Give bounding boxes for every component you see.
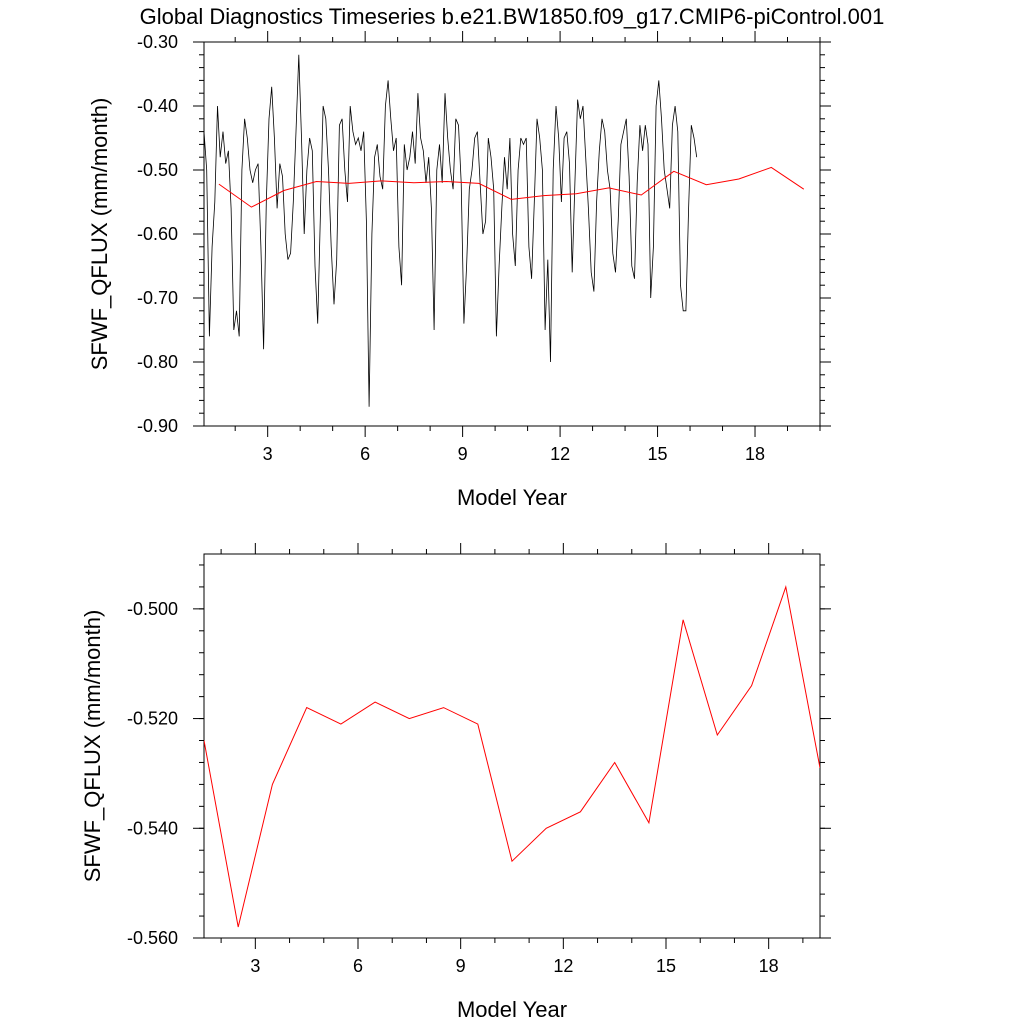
top-y-tick-label: -0.50: [137, 160, 178, 180]
top-x-tick-label: 15: [648, 444, 668, 464]
top-monthly-series-line: [204, 54, 698, 407]
top-x-axis-title: Model Year: [457, 485, 567, 510]
top-panel: SFWF_QFLUX (mm/month) Model Year 3 6 9 12 15…: [87, 31, 831, 510]
bottom-x-tick-label: 12: [553, 956, 573, 976]
top-x-tick-label: 18: [745, 444, 765, 464]
bottom-x-tick-label: 3: [250, 956, 260, 976]
top-plot-frame: [203, 41, 821, 427]
top-x-tick-label: 12: [550, 444, 570, 464]
bottom-y-tick-label: -0.500: [127, 599, 178, 619]
top-y-tick-label: -0.30: [137, 32, 178, 52]
figure-title: Global Diagnostics Timeseries b.e21.BW18…: [140, 4, 885, 29]
top-annual-series-line: [218, 166, 805, 208]
bottom-panel: SFWF_QFLUX (mm/month) Model Year 3 6 9 12 15…: [80, 543, 831, 1022]
bottom-y-tick-label: -0.520: [127, 709, 178, 729]
top-y-tick-label: -0.40: [137, 96, 178, 116]
top-x-tick-label: 9: [458, 444, 468, 464]
bottom-x-axis-title: Model Year: [457, 997, 567, 1022]
top-y-axis-title: SFWF_QFLUX (mm/month): [87, 98, 112, 371]
bottom-y-tick-label: -0.540: [127, 818, 178, 838]
top-x-tick-label: 6: [360, 444, 370, 464]
top-y-tick-label: -0.90: [137, 416, 178, 436]
bottom-plot-frame: [203, 553, 821, 939]
top-y-tick-label: -0.70: [137, 288, 178, 308]
bottom-x-tick-label: 9: [456, 956, 466, 976]
bottom-annual-series-line: [204, 584, 820, 928]
top-y-tick-label: -0.80: [137, 352, 178, 372]
bottom-x-tick-label: 15: [656, 956, 676, 976]
top-y-tick-label: -0.60: [137, 224, 178, 244]
bottom-x-tick-label: 6: [353, 956, 363, 976]
bottom-x-tick-label: 18: [759, 956, 779, 976]
bottom-y-axis-title: SFWF_QFLUX (mm/month): [80, 610, 105, 883]
top-x-tick-label: 3: [263, 444, 273, 464]
bottom-y-tick-label: -0.560: [127, 928, 178, 948]
